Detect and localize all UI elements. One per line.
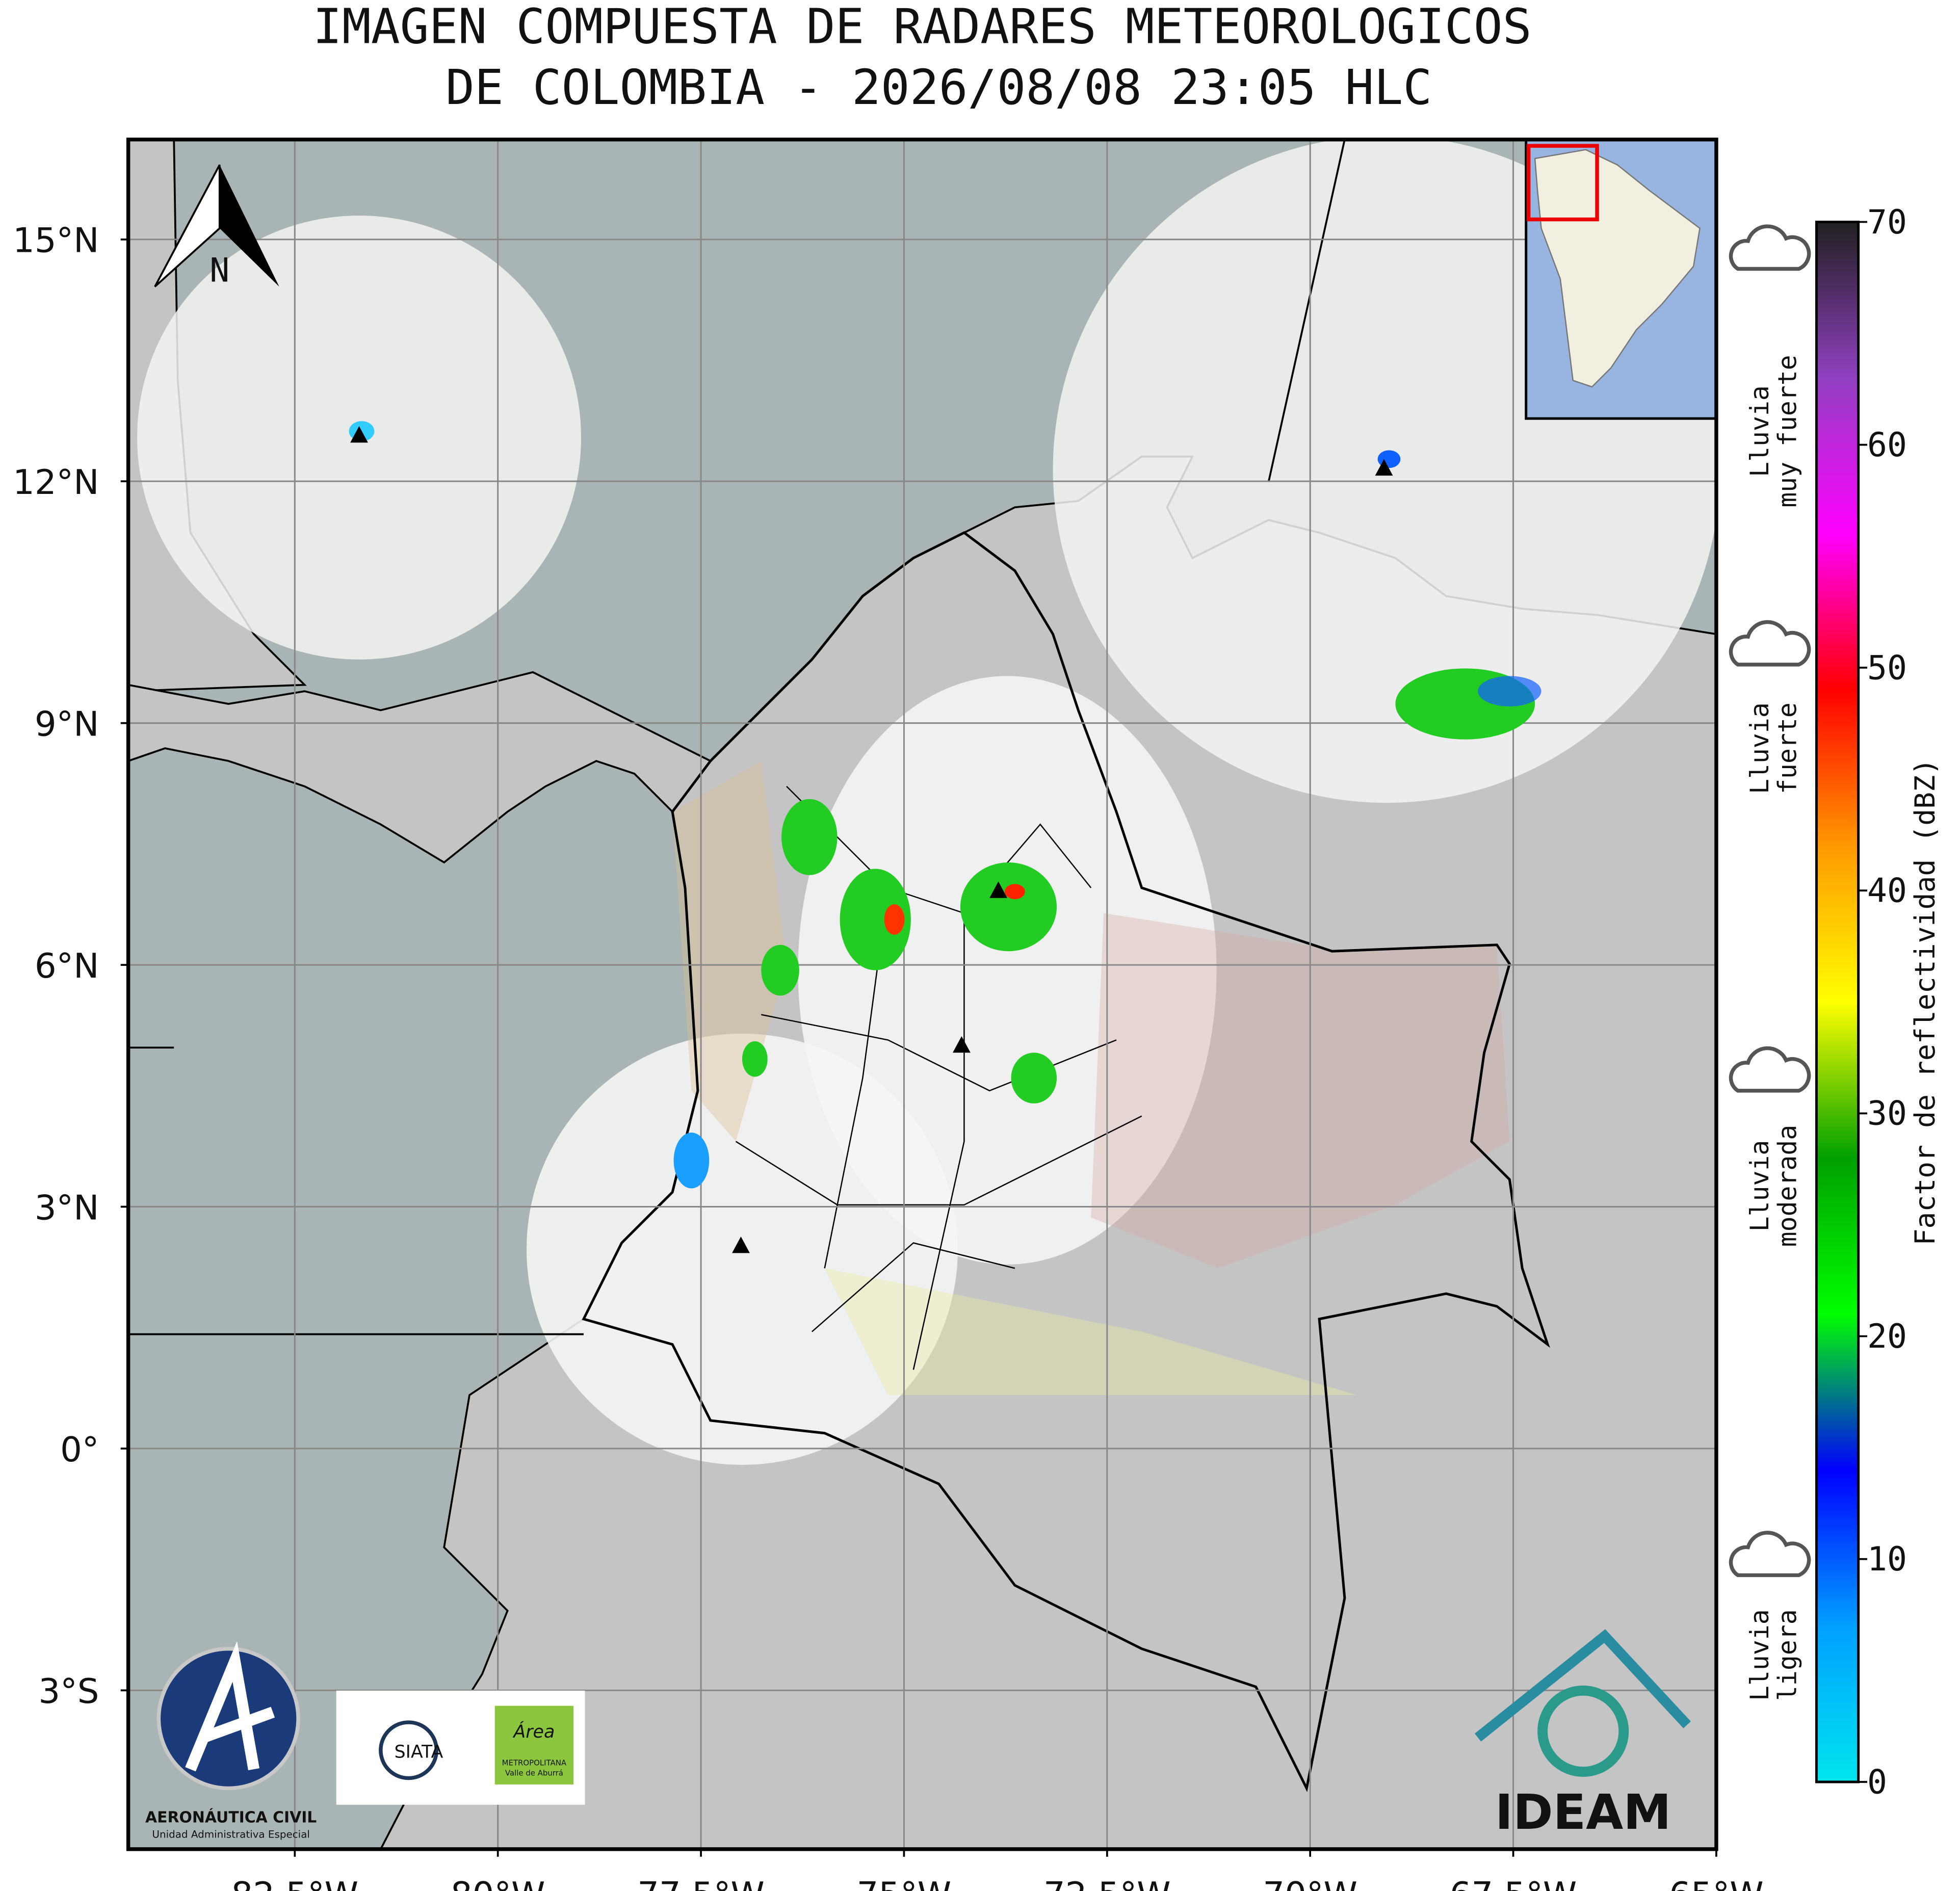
rain-level-label: fuerte: [1773, 702, 1802, 794]
x-tick-label: 75°W: [857, 1875, 951, 1891]
colorbar-tick-label: 70: [1867, 203, 1907, 242]
echo: [742, 1041, 768, 1077]
logo-mark: [379, 1720, 439, 1780]
inset-map: [1525, 139, 1716, 420]
logo-text: Valle de Aburrá: [505, 1769, 563, 1778]
ideam-logo: IDEAM: [1474, 1629, 1691, 1841]
echo: [1011, 1053, 1057, 1104]
map-area: N AERONÁUTICA CIVIL Unidad Administrativ…: [128, 139, 1716, 1849]
x-tick-label: 80°W: [451, 1875, 545, 1891]
colorbar: [1815, 220, 1860, 1783]
title-line: DE COLOMBIA - 2026/08/08 23:05 HLC: [446, 60, 1432, 116]
echo: [1478, 676, 1541, 706]
logo-text: Unidad Administrativa Especial: [152, 1828, 309, 1840]
radar-echoes: [349, 421, 1541, 1189]
colorbar-tick-label: 50: [1867, 649, 1907, 687]
colorbar-ticks: 0 10 20 30 40 50 60 70: [1858, 203, 1907, 1801]
axes: 82.5°W 80°W 77.5°W 75°W 72.5°W 70°W 67.5°W 65°W…: [13, 221, 1764, 1891]
colorbar-tick-label: 20: [1867, 1318, 1907, 1356]
rain-level-label: Lluvia: [1745, 702, 1774, 794]
logo-text: Área: [512, 1721, 555, 1742]
echo: [761, 944, 799, 996]
logo-text: AERONÁUTICA CIVIL: [145, 1808, 317, 1827]
y-tick-label: 15°N: [13, 221, 99, 260]
region-shading: [1091, 913, 1510, 1269]
radar-site: [989, 881, 1007, 898]
logo-text: METROPOLITANA: [502, 1758, 567, 1768]
radar-site: [732, 1237, 750, 1253]
radar-site: [953, 1036, 971, 1053]
grid: [128, 139, 1716, 1849]
x-tick-label: 70°W: [1263, 1875, 1357, 1891]
logo-mark: [1537, 1685, 1629, 1777]
radar-site: [350, 426, 368, 443]
colorbar-tick-label: 60: [1867, 426, 1907, 464]
rain-level-label: Lluvia: [1745, 1609, 1774, 1701]
cloud-icon: [1729, 620, 1811, 667]
cloud-icon: [1729, 224, 1811, 271]
echo: [673, 1133, 710, 1189]
echo: [840, 869, 911, 970]
x-tick-label: 82.5°W: [231, 1875, 359, 1891]
y-tick-label: 12°N: [13, 462, 99, 502]
borders: [128, 139, 1346, 1335]
logo-text: IDEAM: [1495, 1784, 1671, 1841]
logo-mark: [185, 1641, 275, 1772]
x-tick-label: 77.5°W: [637, 1875, 765, 1891]
y-tick-label: 0°: [60, 1430, 99, 1469]
x-tick-label: 72.5°W: [1043, 1875, 1171, 1891]
inset-highlight: [1526, 144, 1599, 222]
logo-box: [494, 1705, 574, 1784]
map-frame: [126, 137, 1718, 1851]
rain-level-label: ligera: [1773, 1609, 1802, 1701]
colorbar-tick-label: 0: [1867, 1763, 1887, 1801]
aerocivil-logo: AERONÁUTICA CIVIL Unidad Administrativa …: [145, 1641, 317, 1840]
colorbar-tick-label: 30: [1867, 1095, 1907, 1133]
logo-text: SIATA: [394, 1742, 443, 1763]
cloud-icon: [1729, 1046, 1811, 1093]
y-tick-label: 3°S: [38, 1671, 99, 1711]
echo: [1005, 884, 1025, 900]
colorbar-tick-label: 40: [1867, 872, 1907, 910]
rain-level-label: Lluvia: [1745, 1140, 1774, 1232]
echo: [884, 904, 905, 935]
x-tick-label: 67.5°W: [1450, 1875, 1577, 1891]
echo: [960, 862, 1057, 952]
country-border: [582, 531, 1550, 1793]
colorbar-label: Factor de reflectividad (dBZ): [1909, 758, 1941, 1246]
colorbar-tick-label: 10: [1867, 1540, 1907, 1579]
rain-level-label: muy fuerte: [1773, 355, 1802, 508]
siata-logo: SIATA Área METROPOLITANA Valle de Aburrá: [336, 1690, 585, 1805]
echo: [781, 799, 838, 875]
y-tick-label: 9°N: [35, 704, 99, 744]
inset-land: [1534, 149, 1701, 388]
title-line: IMAGEN COMPUESTA DE RADARES METEOROLOGIC…: [313, 0, 1532, 55]
y-tick-label: 6°N: [35, 946, 99, 986]
region-shading: [824, 1268, 1357, 1396]
logo-mark: [1474, 1629, 1691, 1742]
y-tick-label: 3°N: [35, 1188, 99, 1227]
radar-sites: [350, 426, 1393, 1253]
cloud-icon: [1729, 1531, 1811, 1578]
x-tick-label: 65°W: [1669, 1875, 1763, 1891]
rain-level-label: Lluvia: [1745, 385, 1774, 477]
rain-level-label: moderada: [1773, 1125, 1802, 1247]
radar-site: [1375, 459, 1393, 476]
north-label: N: [210, 251, 229, 290]
